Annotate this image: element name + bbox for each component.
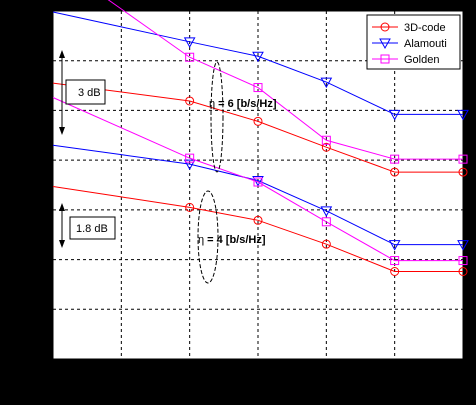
series-line <box>52 185 463 273</box>
eta6-ellipse <box>210 61 224 173</box>
data-point-marker <box>388 240 401 251</box>
series-line <box>52 97 463 262</box>
series-line <box>52 11 463 115</box>
gap-bottom-box <box>69 216 116 240</box>
eta4-label-suffix: = 4 [b/s/Hz] <box>207 234 266 246</box>
series-eta6-alamouti <box>52 11 469 121</box>
legend-item-golden: Golden <box>372 54 439 66</box>
data-point-marker <box>320 206 333 217</box>
legend-marker <box>380 22 390 32</box>
gap-bottom-arrow-head-down <box>59 240 65 248</box>
data-point-marker <box>321 239 331 249</box>
data-point-marker <box>185 96 195 106</box>
gap-top-box <box>65 79 106 105</box>
data-point-marker <box>185 153 195 163</box>
series-line <box>52 144 463 246</box>
data-point-marker <box>321 135 331 145</box>
annotations: η = 6 [b/s/Hz] η = 4 [b/s/Hz] 3 dB 1.8 dB <box>59 50 277 284</box>
data-point-marker <box>185 202 195 212</box>
grid <box>53 11 463 359</box>
legend-label: Golden <box>404 54 439 66</box>
series-eta4-alamouti <box>52 144 469 251</box>
legend-label: Alamouti <box>404 38 447 50</box>
data-point-marker <box>253 177 263 187</box>
data-point-marker <box>457 109 469 121</box>
data-point-marker <box>390 167 400 177</box>
legend-item-3d-code: 3D-code <box>372 22 446 34</box>
gap-bottom-label: 1.8 dB <box>76 223 108 235</box>
gap-bottom-arrow-head-up <box>59 203 65 211</box>
data-point-marker <box>183 37 196 48</box>
gap-top-arrow-head-up <box>59 50 65 58</box>
data-point-marker <box>390 154 400 164</box>
data-point-marker <box>185 52 195 62</box>
series-group <box>52 0 469 277</box>
series-eta4-3d-code <box>52 185 468 277</box>
data-point-marker <box>458 267 468 277</box>
data-point-marker <box>253 116 263 126</box>
eta4-label-prefix: η <box>198 234 204 246</box>
legend: 3D-code Alamouti Golden <box>366 14 461 70</box>
data-point-marker <box>252 51 264 63</box>
data-point-marker <box>253 83 263 93</box>
legend-item-alamouti: Alamouti <box>372 38 447 50</box>
data-point-marker <box>457 240 469 251</box>
legend-marker <box>380 54 390 64</box>
series-line <box>107 0 463 160</box>
data-point-marker <box>458 154 468 164</box>
series-line <box>52 82 463 173</box>
data-point-marker <box>390 256 400 266</box>
series-eta6-golden <box>107 0 468 164</box>
data-point-marker <box>388 109 401 121</box>
data-point-marker <box>321 142 331 152</box>
data-point-marker <box>253 215 263 225</box>
series-eta6-3d-code <box>52 82 468 177</box>
eta4-ellipse <box>197 190 219 284</box>
data-point-marker <box>320 77 333 89</box>
data-point-marker <box>458 167 468 177</box>
series-eta4-golden <box>52 97 468 266</box>
gap-top-label: 3 dB <box>78 87 101 99</box>
eta4-label: η = 4 [b/s/Hz] <box>198 234 266 246</box>
data-point-marker <box>321 217 331 227</box>
data-point-marker <box>458 256 468 266</box>
eta6-label-prefix: η <box>209 98 215 110</box>
gap-top-arrow-head-down <box>59 127 65 135</box>
legend-label: 3D-code <box>404 22 446 34</box>
legend-marker <box>379 38 391 50</box>
eta6-label: η = 6 [b/s/Hz] <box>209 98 277 110</box>
data-point-marker <box>183 159 196 171</box>
data-point-marker <box>390 267 400 277</box>
eta6-label-suffix: = 6 [b/s/Hz] <box>218 98 277 110</box>
